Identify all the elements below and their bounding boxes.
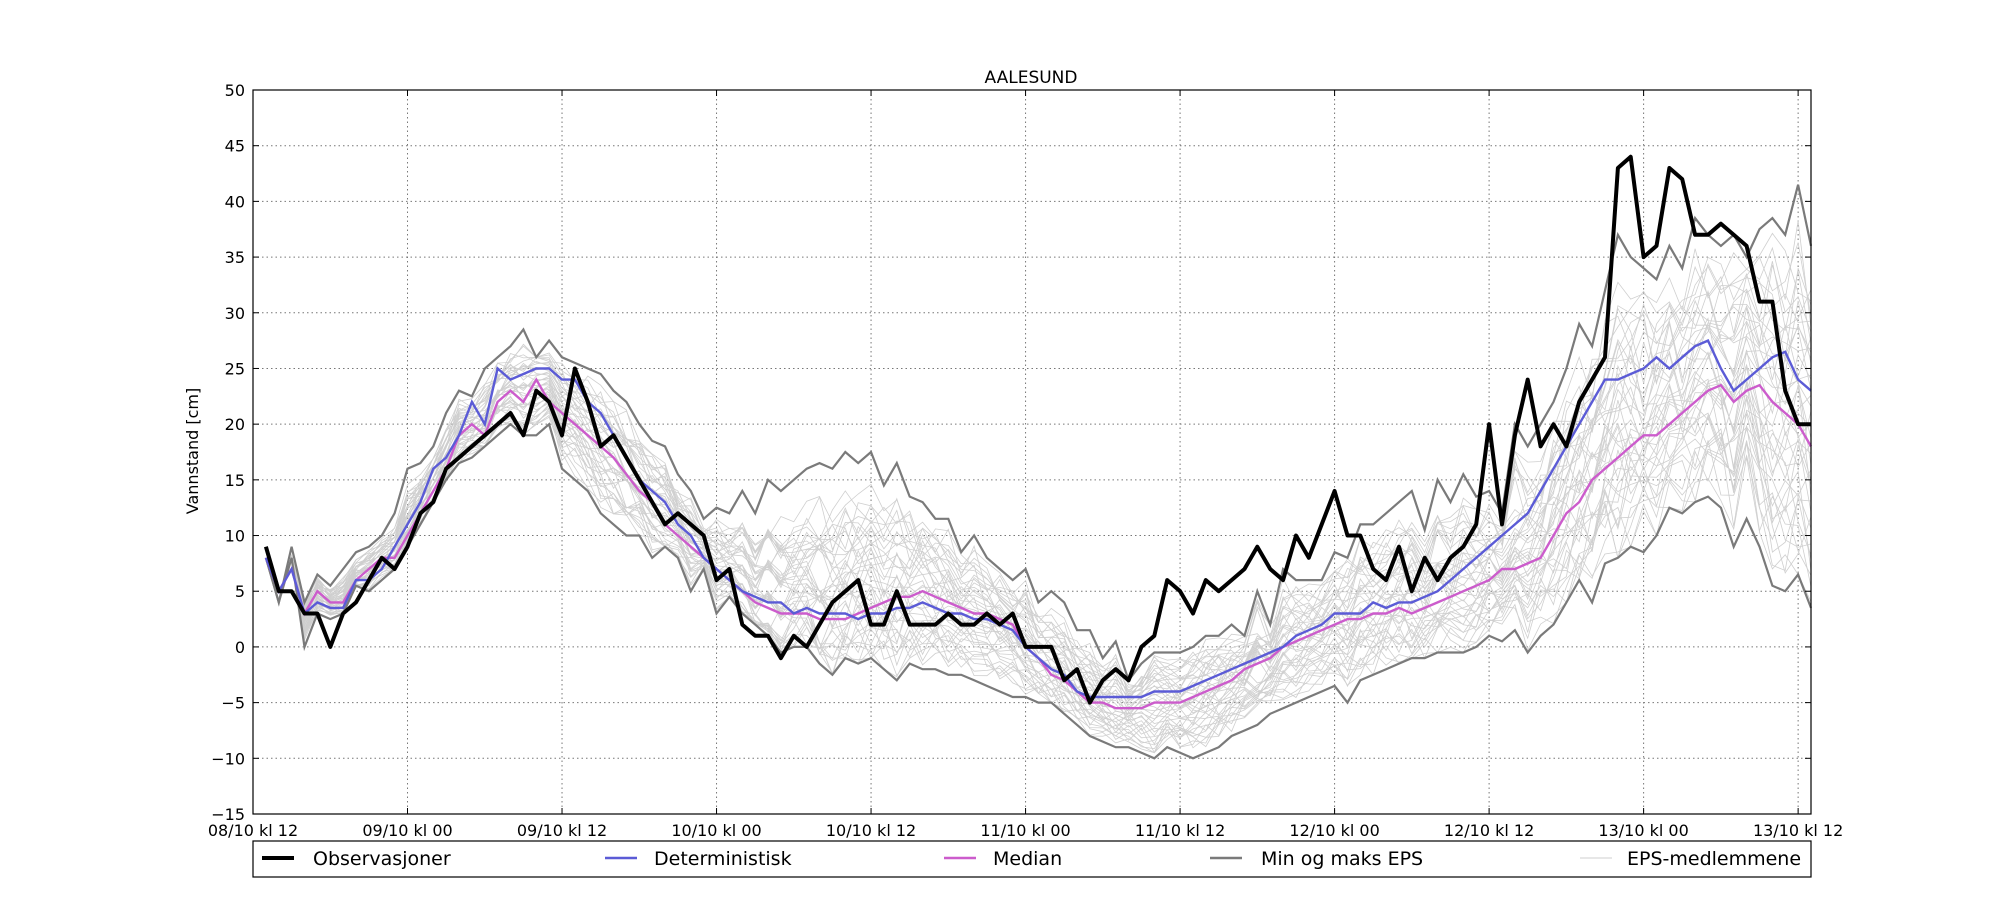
chart-title: AALESUND [985, 68, 1078, 88]
y-tick-label: 10 [225, 527, 245, 546]
legend-label-members: EPS-medlemmene [1627, 848, 1801, 870]
eps-member-line [265, 378, 1812, 731]
y-tick-label: 5 [235, 582, 245, 601]
eps-member-line [265, 300, 1812, 702]
y-tick-label: 40 [225, 192, 245, 211]
x-tick-label: 10/10 kl 12 [826, 821, 916, 840]
x-tick-label: 13/10 kl 00 [1598, 821, 1688, 840]
eps-member-line [265, 306, 1812, 699]
legend: Observasjoner Deterministisk Median Min … [252, 840, 1812, 878]
eps-member-line [265, 407, 1812, 739]
x-tick-label: 08/10 kl 12 [208, 821, 298, 840]
y-tick-label: 45 [225, 137, 245, 156]
eps-member-line [265, 282, 1812, 692]
eps-member-line [265, 293, 1812, 691]
eps-member-line [265, 411, 1812, 749]
deterministic-line [264, 339, 1812, 699]
eps-member-line [265, 381, 1812, 719]
y-tick-label: 15 [225, 471, 245, 490]
y-tick-label: −5 [221, 694, 245, 713]
legend-box [252, 840, 1812, 878]
eps-member-line [265, 416, 1812, 754]
x-tick-label: 12/10 kl 00 [1289, 821, 1379, 840]
y-tick-label: 25 [225, 359, 245, 378]
legend-label-median: Median [993, 848, 1062, 870]
x-tick-label: 11/10 kl 00 [980, 821, 1070, 840]
y-tick-label: 0 [235, 638, 245, 657]
x-tick-label: 09/10 kl 12 [517, 821, 607, 840]
axis-ticks: −15 −10 −5 0 5 10 15 20 25 30 35 40 45 50 08/10 kl 12 0… [208, 81, 1843, 840]
eps-member-line [265, 400, 1812, 737]
eps-min-line [264, 422, 1813, 760]
x-tick-label: 13/10 kl 12 [1753, 821, 1843, 840]
eps-member-line [265, 395, 1812, 725]
y-tick-label: −15 [211, 805, 245, 824]
y-tick-label: 30 [225, 304, 245, 323]
y-axis-label: Vannstand [cm] [183, 388, 202, 514]
y-tick-label: −10 [211, 749, 245, 768]
eps-max-line [264, 184, 1813, 683]
legend-label-deterministic: Deterministisk [654, 848, 792, 870]
x-tick-label: 11/10 kl 12 [1135, 821, 1225, 840]
y-tick-label: 50 [225, 81, 245, 100]
eps-member-line [265, 256, 1812, 696]
x-tick-label: 09/10 kl 00 [362, 821, 452, 840]
eps-member-line [265, 264, 1812, 688]
legend-label-minmax: Min og maks EPS [1261, 848, 1423, 870]
eps-member-line [265, 268, 1812, 702]
observations-line [263, 154, 1811, 705]
x-tick-label: 12/10 kl 12 [1444, 821, 1534, 840]
x-tick-label: 10/10 kl 00 [671, 821, 761, 840]
series-lines [263, 154, 1813, 760]
eps-members [265, 220, 1812, 754]
legend-label-observations: Observasjoner [313, 848, 451, 870]
y-tick-label: 20 [225, 415, 245, 434]
eps-member-line [265, 349, 1812, 711]
eps-member-line [265, 299, 1812, 699]
plot-frame [252, 89, 1812, 815]
grid-lines [253, 90, 1811, 814]
eps-member-line [265, 232, 1812, 693]
y-tick-label: 35 [225, 248, 245, 267]
